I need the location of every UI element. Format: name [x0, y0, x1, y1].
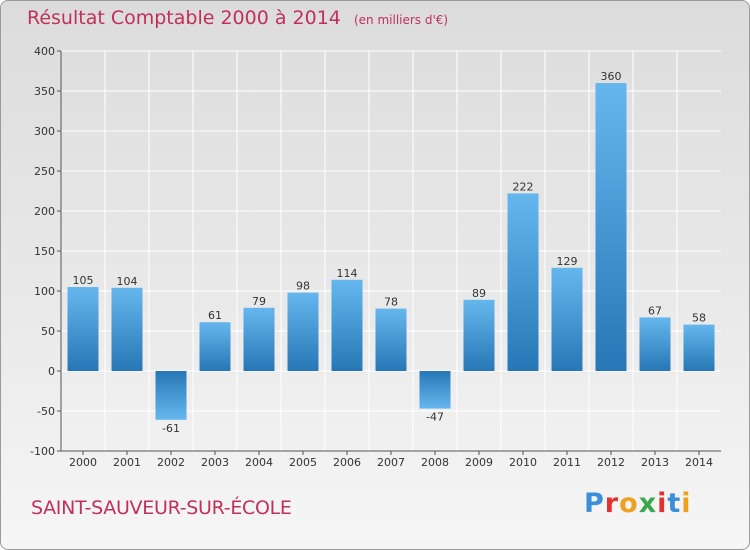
title-row: Résultat Comptable 2000 à 2014 (en milli…	[27, 7, 448, 29]
y-tick-label: 400	[34, 45, 55, 58]
y-tick-label: 100	[34, 285, 55, 298]
value-label: 79	[252, 295, 266, 308]
bar-2006	[331, 279, 363, 371]
value-label: 89	[472, 287, 486, 300]
logo-letter: i	[657, 488, 668, 519]
y-tick-label: 150	[34, 245, 55, 258]
value-label: 98	[296, 280, 310, 293]
value-label: 222	[513, 180, 534, 193]
commune-name: SAINT-SAUVEUR-SUR-ÉCOLE	[31, 497, 292, 519]
logo-letter: o	[619, 488, 639, 519]
axis-layer: -100 -50 0 50 100 150 200 250 300 350 400 2000 2001 2…	[30, 45, 721, 469]
y-tick-label: -50	[37, 405, 55, 418]
x-tick-label: 2010	[509, 456, 537, 469]
y-tick-label: 250	[34, 165, 55, 178]
bar-2013	[639, 317, 671, 371]
y-tick-label: 300	[34, 125, 55, 138]
x-tick-label: 2001	[113, 456, 141, 469]
bar-2008	[419, 371, 451, 409]
bar-layer	[67, 83, 715, 420]
chart-title: Résultat Comptable 2000 à 2014	[27, 7, 341, 29]
y-tick-label: 0	[48, 365, 55, 378]
x-tick-label: 2005	[289, 456, 317, 469]
x-tick-label: 2002	[157, 456, 185, 469]
logo-letter: r	[604, 488, 620, 519]
value-label: 78	[384, 296, 398, 309]
x-tick-label: 2012	[597, 456, 625, 469]
x-tick-label: 2013	[641, 456, 669, 469]
x-tick-label: 2000	[69, 456, 97, 469]
value-label: -47	[426, 411, 444, 424]
value-label: 61	[208, 309, 222, 322]
x-tick-label: 2009	[465, 456, 493, 469]
value-label: -61	[162, 422, 180, 435]
bar-2001	[111, 287, 143, 371]
x-tick-label: 2003	[201, 456, 229, 469]
x-tick-label: 2004	[245, 456, 273, 469]
value-label: 58	[692, 312, 706, 325]
value-label: 67	[648, 304, 662, 317]
value-label: 105	[73, 274, 94, 287]
bar-2014	[683, 324, 715, 371]
logo-letter: P	[584, 488, 605, 519]
chart-unit: (en milliers d'€)	[353, 13, 449, 27]
bar-2000	[67, 287, 99, 371]
logo-letter: x	[638, 488, 658, 519]
bar-2007	[375, 308, 407, 371]
proxiti-logo: Proxiti	[584, 488, 692, 519]
value-label: 360	[601, 70, 622, 83]
bar-2002	[155, 371, 187, 420]
x-tick-label: 2006	[333, 456, 361, 469]
bar-2012	[595, 83, 627, 371]
bar-2011	[551, 267, 583, 371]
bar-2009	[463, 299, 495, 371]
value-label: 129	[557, 255, 578, 268]
value-label: 114	[337, 267, 358, 280]
x-tick-label: 2008	[421, 456, 449, 469]
bar-2005	[287, 292, 319, 371]
logo-letter: t	[667, 488, 682, 519]
bar-2004	[243, 307, 275, 371]
bar-2010	[507, 193, 539, 371]
y-tick-label: 200	[34, 205, 55, 218]
label-layer: 105 104 -61 61 79 98 114 78 -47 89 222 129 360 67 58	[73, 70, 707, 435]
x-tick-label: 2011	[553, 456, 581, 469]
y-tick-label: 50	[41, 325, 55, 338]
bar-2003	[199, 322, 231, 371]
y-tick-label: -100	[30, 445, 55, 458]
value-label: 104	[117, 275, 138, 288]
x-tick-label: 2014	[685, 456, 713, 469]
x-tick-label: 2007	[377, 456, 405, 469]
logo-letter: i	[681, 488, 692, 519]
y-tick-label: 350	[34, 85, 55, 98]
